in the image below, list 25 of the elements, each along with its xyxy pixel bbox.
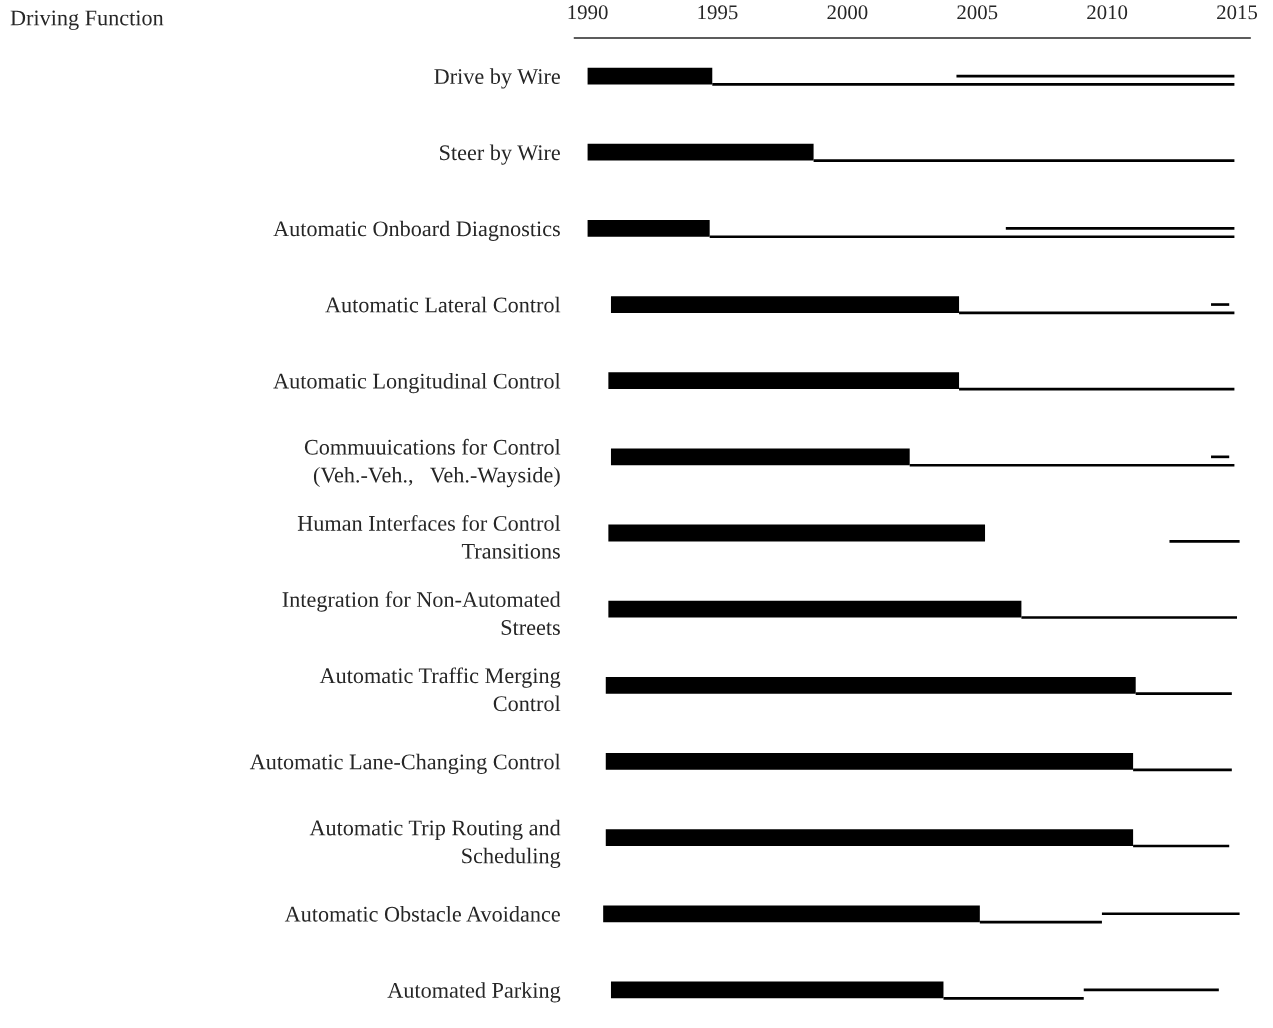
y-tick-label: Automatic Lane-Changing Control <box>249 753 561 774</box>
x-tick-label: 1990 <box>568 5 608 20</box>
bar <box>1211 303 1230 306</box>
x-tick-label: 2010 <box>1087 5 1128 20</box>
y-tick-label: Automatic Obstacle Avoidance <box>284 906 560 922</box>
x-tick-label: 2015 <box>1217 5 1258 20</box>
bar <box>1005 227 1235 230</box>
y-tick-label: Automatic Onboard Diagnostics <box>273 220 560 241</box>
y-tick-label: Automatic Lateral Control <box>325 296 561 313</box>
bar <box>1101 912 1240 916</box>
y-tick-label: Drive by Wire <box>434 68 560 89</box>
x-tick-label: 2005 <box>957 5 998 20</box>
x-tick-label: 2000 <box>827 5 868 20</box>
y-tick-label: Commuuications for Control (Veh.-Veh., Veh.-Wayside) <box>304 438 561 488</box>
x-tick-label: 1995 <box>698 5 738 20</box>
y-axis-title: Driving Function <box>10 10 164 30</box>
y-tick-label: Steer by Wire <box>440 144 560 165</box>
bar <box>608 524 986 542</box>
bar <box>1169 540 1240 543</box>
y-tick-label: Automated Parking <box>387 982 561 1003</box>
y-tick-label: Human Interfaces for Control Transitions <box>297 514 561 559</box>
y-tick-label: Automatic Longitudinal Control <box>273 372 561 394</box>
y-tick-label: Automatic Trip Routing and Scheduling <box>309 819 561 868</box>
y-tick-label: Automatic Traffic Merging Control <box>319 667 561 712</box>
y-tick-label: Integration for Non-Automated Streets <box>282 591 561 636</box>
